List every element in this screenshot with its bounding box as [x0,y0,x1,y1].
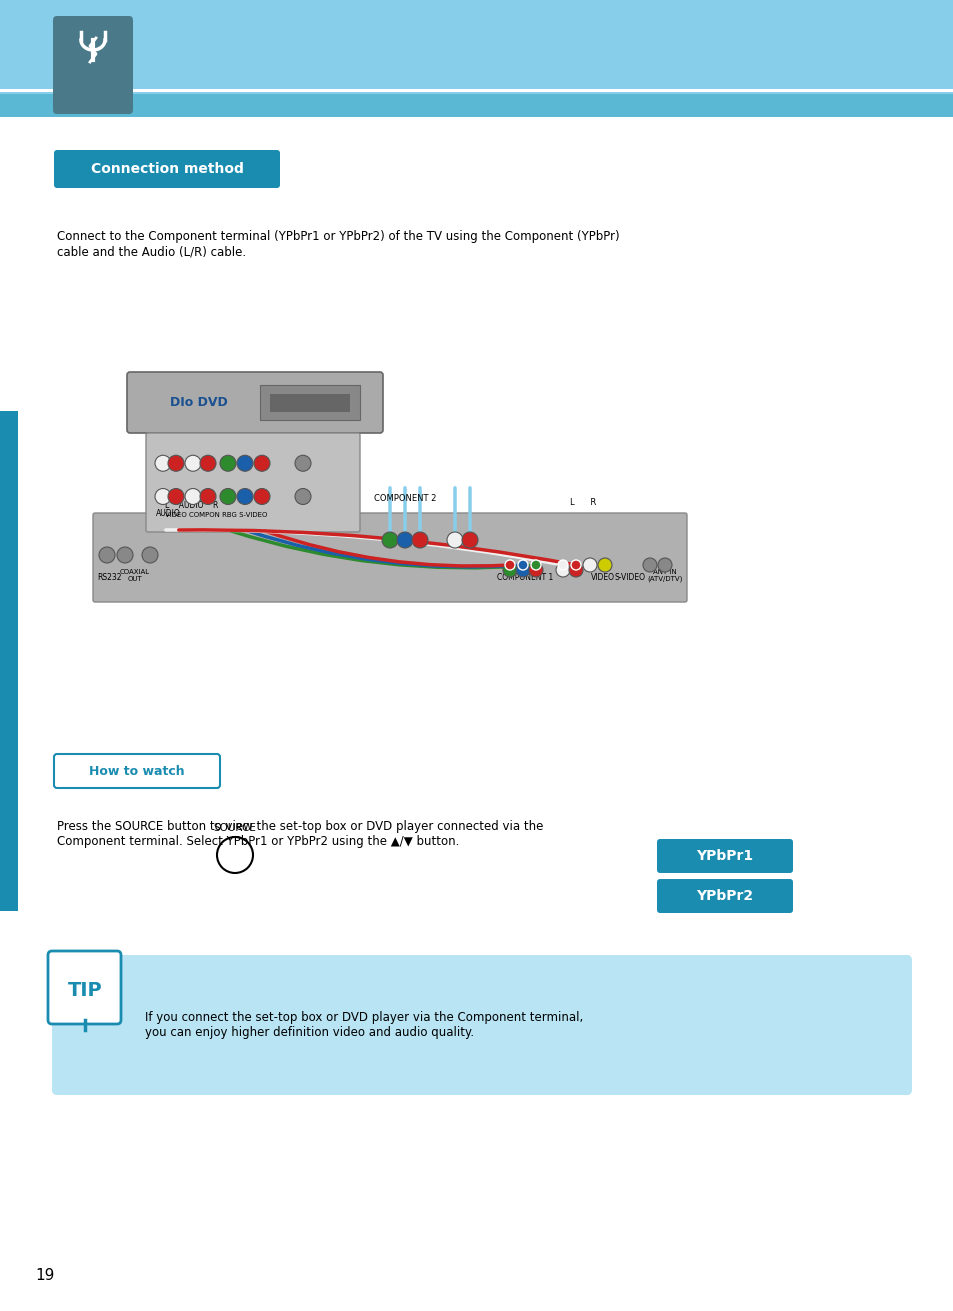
Circle shape [531,560,540,570]
Text: ANT IN
(ATV/DTV): ANT IN (ATV/DTV) [647,569,682,582]
FancyBboxPatch shape [52,954,911,1095]
Circle shape [154,489,171,505]
Text: YPbPr1: YPbPr1 [696,850,753,863]
Text: If you connect the set-top box or DVD player via the Component terminal,
you can: If you connect the set-top box or DVD pl… [145,1011,582,1040]
Text: S-VIDEO: S-VIDEO [614,573,645,582]
Circle shape [447,532,462,548]
Circle shape [200,489,215,505]
Circle shape [556,562,569,577]
Circle shape [154,455,171,471]
Text: COAXIAL
OUT: COAXIAL OUT [120,569,150,582]
Text: L    AUDIO    R: L AUDIO R [165,501,218,510]
FancyBboxPatch shape [127,372,382,433]
Circle shape [598,558,612,572]
Circle shape [236,489,253,505]
Circle shape [529,562,542,577]
Circle shape [516,562,530,577]
Text: Press the SOURCE button to view the set-top box or DVD player connected via the
: Press the SOURCE button to view the set-… [57,819,543,848]
Circle shape [658,558,671,572]
Text: How to watch: How to watch [89,764,185,777]
Circle shape [253,489,270,505]
FancyBboxPatch shape [54,149,280,187]
Circle shape [504,560,515,570]
Circle shape [396,532,413,548]
Circle shape [99,547,115,562]
Circle shape [185,455,201,471]
Circle shape [216,836,253,873]
Text: VIDEO COMPON RBG S-VIDEO: VIDEO COMPON RBG S-VIDEO [165,513,267,518]
Circle shape [412,532,428,548]
Text: SOURCE: SOURCE [213,823,256,832]
Text: YPbPr2: YPbPr2 [696,889,753,903]
Circle shape [220,455,235,471]
Circle shape [381,532,397,548]
Circle shape [117,547,132,562]
Text: DIo DVD: DIo DVD [170,396,228,409]
FancyBboxPatch shape [92,513,686,602]
Text: VIDEO: VIDEO [590,573,615,582]
Text: L      R: L R [569,498,596,507]
Bar [0,94,953,117]
Circle shape [571,560,580,570]
Circle shape [185,489,201,505]
Circle shape [294,455,311,471]
Circle shape [142,547,158,562]
Text: Connection method: Connection method [91,163,243,176]
Text: AUDIO: AUDIO [155,509,180,518]
Circle shape [220,489,235,505]
Circle shape [168,489,184,505]
FancyBboxPatch shape [48,950,121,1024]
Circle shape [461,532,477,548]
Text: TIP: TIP [68,981,102,999]
Circle shape [568,562,582,577]
Text: Connect to the Component terminal (YPbPr1 or YPbPr2) of the TV using the Compone: Connect to the Component terminal (YPbPr… [57,229,619,258]
FancyBboxPatch shape [54,754,220,788]
Bar [0,412,18,911]
Text: COMPONENT 2: COMPONENT 2 [374,494,436,503]
Circle shape [502,562,517,577]
Bar [260,385,359,420]
FancyBboxPatch shape [657,839,792,873]
Circle shape [582,558,597,572]
Circle shape [558,560,567,570]
FancyBboxPatch shape [657,878,792,912]
Circle shape [642,558,657,572]
Circle shape [236,455,253,471]
Bar [270,395,350,412]
Circle shape [168,455,184,471]
Circle shape [200,455,215,471]
Circle shape [517,560,527,570]
Text: COMPONENT 1: COMPONENT 1 [497,573,553,582]
FancyBboxPatch shape [146,433,359,532]
Circle shape [294,489,311,505]
Bar [0,0,953,94]
Bar [0,89,953,92]
FancyBboxPatch shape [53,16,132,114]
Text: 19: 19 [35,1268,54,1283]
Circle shape [253,455,270,471]
Text: RS232: RS232 [97,573,122,582]
